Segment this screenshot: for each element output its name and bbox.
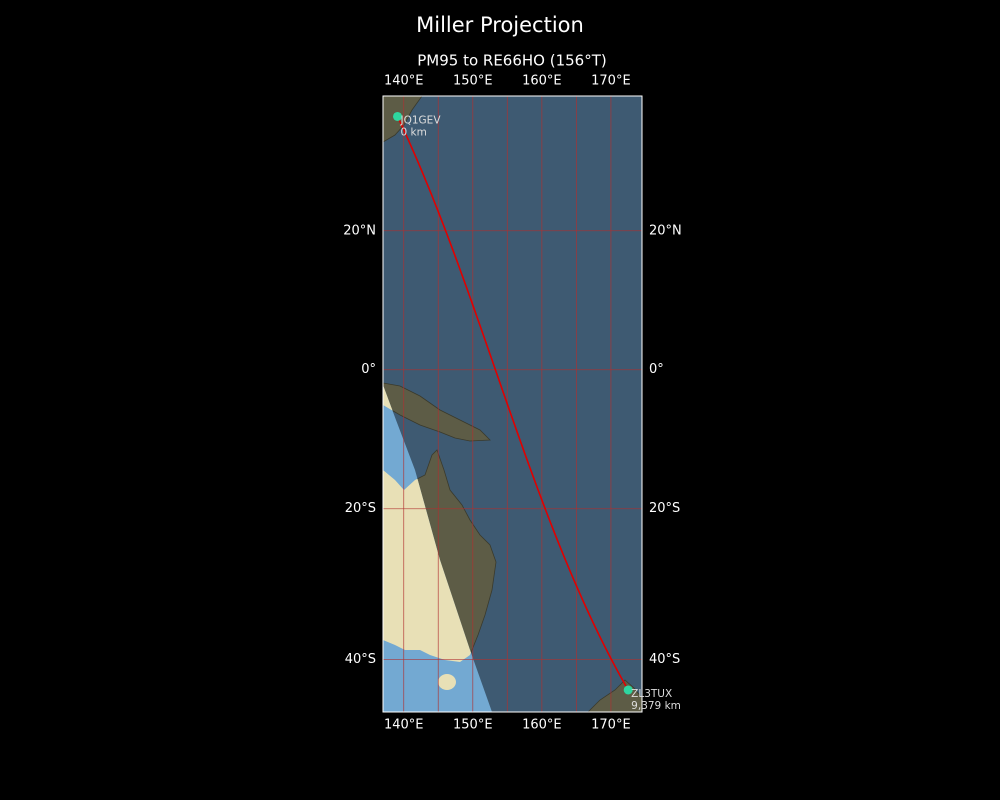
route [396,116,629,691]
station-name: ZL3TUX [631,688,672,700]
y-tick-label: 0° [361,362,376,377]
x-tick-label: 150°E [453,74,493,89]
title: Miller Projection [416,13,584,37]
station-name: JQ1GEV [400,114,442,126]
x-tick-label: 170°E [591,718,631,733]
x-tick-label: 140°E [384,718,424,733]
x-tick-label: 140°E [384,74,424,89]
station-distance: 9,379 km [631,700,681,712]
y-tick-label: 0° [649,362,664,377]
map-frame [382,95,643,713]
labels: 140°E 140°E 150°E 150°E 160°E 160°E 170°E 170°E… [343,74,682,733]
x-tick-label: 170°E [591,74,631,89]
y-tick-label: 20°S [345,501,376,516]
x-tick-label: 160°E [522,718,562,733]
basemap [383,96,642,712]
y-tick-label: 20°S [649,501,680,516]
y-tick-label: 40°S [649,652,680,667]
station-marker [623,685,633,695]
y-tick-label: 40°S [345,652,376,667]
great-circle [396,116,629,691]
subtitle: PM95 to RE66HO (156°T) [417,52,607,70]
y-tick-label: 20°N [343,223,376,238]
tasmania [438,674,456,690]
x-tick-label: 160°E [522,74,562,89]
graticule [383,96,642,712]
x-tick-label: 150°E [453,718,493,733]
y-tick-label: 20°N [649,223,682,238]
station-distance: 0 km [401,126,427,138]
station-marker [393,111,403,121]
